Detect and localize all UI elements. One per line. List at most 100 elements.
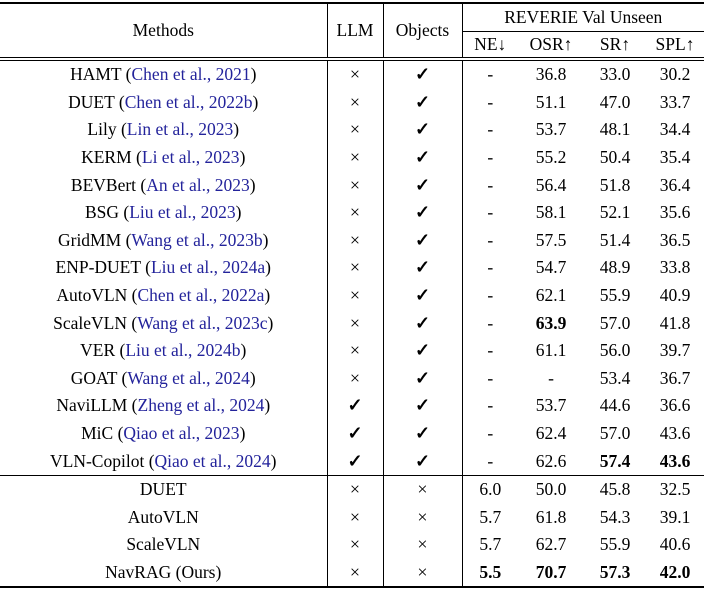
- citation-link[interactable]: Wang et al., 2023c: [137, 312, 268, 333]
- group-header-reverie-val-unseen: REVERIE Val Unseen: [461, 3, 704, 32]
- ne-cell: -: [461, 447, 518, 476]
- ne-cell: -: [461, 419, 518, 448]
- sr-cell: 53.4: [599, 367, 631, 388]
- cross-icon: ×: [326, 309, 383, 337]
- osr-cell: 36.8: [535, 64, 567, 85]
- cross-icon: ×: [382, 531, 462, 559]
- method-name: AutoVLN: [56, 285, 128, 306]
- cross-icon: ×: [382, 503, 462, 532]
- ne-cell: 5.7: [461, 503, 518, 532]
- ne-cell: -: [461, 88, 518, 117]
- sr-cell: 48.1: [599, 119, 631, 140]
- citation-link[interactable]: Liu et al., 2024a: [150, 257, 266, 278]
- citation-link[interactable]: Qiao et al., 2023: [123, 423, 240, 444]
- citation-link[interactable]: Wang et al., 2023b: [131, 229, 263, 250]
- osr-cell: 62.6: [535, 450, 567, 471]
- osr-cell: 53.7: [535, 395, 567, 416]
- check-icon: ✓: [382, 171, 462, 199]
- table-row: KERM (Li et al., 2023) × ✓ - 55.2 50.4 3…: [0, 143, 704, 172]
- check-icon: ✓: [382, 281, 462, 310]
- method-cell: VER (Liu et al., 2024b): [80, 340, 247, 361]
- check-icon: ✓: [382, 336, 462, 365]
- sr-cell: 56.0: [599, 340, 631, 361]
- col-header-llm: LLM: [326, 3, 383, 61]
- citation-link[interactable]: Li et al., 2023: [141, 147, 240, 168]
- sr-cell: 57.3: [599, 561, 631, 582]
- spl-cell: 32.5: [646, 474, 704, 504]
- sr-cell: 55.9: [599, 285, 631, 306]
- sr-cell: 51.4: [599, 229, 631, 250]
- table-row: ScaleVLN (Wang et al., 2023c) × ✓ - 63.9…: [0, 309, 704, 337]
- table-row: ENP-DUET (Liu et al., 2024a) × ✓ - 54.7 …: [0, 254, 704, 282]
- citation-link[interactable]: Zheng et al., 2024: [137, 395, 265, 416]
- cross-icon: ×: [326, 364, 383, 393]
- citation-link[interactable]: Chen et al., 2022a: [137, 285, 265, 306]
- osr-cell: 62.1: [535, 285, 567, 306]
- method-name: NavRAG (Ours): [105, 561, 222, 582]
- sr-cell: 57.0: [599, 423, 631, 444]
- table-row: AutoVLN × × 5.7 61.8 54.3 39.1: [0, 503, 704, 532]
- citation-link[interactable]: Wang et al., 2024: [127, 367, 250, 388]
- spl-cell: 36.7: [659, 367, 691, 388]
- cross-icon: ×: [382, 558, 462, 588]
- table-row: AutoVLN (Chen et al., 2022a) × ✓ - 62.1 …: [0, 281, 704, 310]
- citation-link[interactable]: Lin et al., 2023: [126, 119, 234, 140]
- check-icon: ✓: [382, 59, 462, 89]
- citation-link[interactable]: Qiao et al., 2024: [154, 450, 271, 471]
- table-row: GridMM (Wang et al., 2023b) × ✓ - 57.5 5…: [0, 226, 704, 255]
- method-cell: BEVBert (An et al., 2023): [70, 174, 256, 195]
- ne-cell: -: [461, 309, 518, 337]
- table-row: VER (Liu et al., 2024b) × ✓ - 61.1 56.0 …: [0, 336, 704, 365]
- method-name: GridMM: [57, 229, 122, 250]
- check-icon: ✓: [382, 226, 462, 255]
- osr-cell: 55.2: [535, 147, 567, 168]
- col-header-objects: Objects: [382, 3, 462, 61]
- spl-cell: 33.8: [659, 257, 691, 278]
- table-row: HAMT (Chen et al., 2021) × ✓ - 36.8 33.0…: [0, 59, 704, 89]
- citation-link[interactable]: Chen et al., 2021: [131, 64, 251, 85]
- ne-cell: -: [461, 59, 518, 89]
- osr-cell: 58.1: [535, 202, 567, 223]
- method-cell: GridMM (Wang et al., 2023b): [57, 229, 269, 250]
- spl-cell: 30.2: [659, 64, 691, 85]
- check-icon: ✓: [382, 254, 462, 282]
- citation-link[interactable]: Chen et al., 2022b: [124, 91, 253, 112]
- col-header-sr: SR↑: [584, 31, 646, 61]
- method-cell: GOAT (Wang et al., 2024): [70, 367, 256, 388]
- cross-icon: ×: [326, 116, 383, 144]
- citation-link[interactable]: Liu et al., 2024b: [125, 340, 241, 361]
- check-icon: ✓: [382, 198, 462, 227]
- spl-cell: 36.6: [659, 395, 691, 416]
- osr-cell: 51.1: [535, 91, 567, 112]
- ne-cell: -: [461, 226, 518, 255]
- sr-cell: 48.9: [599, 257, 631, 278]
- table-row: DUET (Chen et al., 2022b) × ✓ - 51.1 47.…: [0, 88, 704, 117]
- method-cell: ScaleVLN: [0, 531, 327, 559]
- method-cell: ENP-DUET (Liu et al., 2024a): [55, 257, 271, 278]
- col-header-ne: NE↓: [461, 31, 518, 61]
- osr-cell: 63.9: [535, 312, 567, 333]
- spl-cell: 43.6: [659, 450, 691, 471]
- citation-link[interactable]: An et al., 2023: [146, 174, 250, 195]
- cross-icon: ×: [326, 474, 383, 504]
- check-icon: ✓: [326, 447, 383, 476]
- sr-cell: 51.8: [599, 174, 631, 195]
- check-icon: ✓: [382, 447, 462, 476]
- cross-icon: ×: [326, 558, 383, 588]
- method-cell: DUET (Chen et al., 2022b): [68, 91, 259, 112]
- method-cell: Lily (Lin et al., 2023): [87, 119, 240, 140]
- check-icon: ✓: [382, 143, 462, 172]
- table-row: NavRAG (Ours) × × 5.5 70.7 57.3 42.0: [0, 558, 704, 588]
- sr-cell: 55.9: [599, 534, 631, 555]
- spl-cell: 36.4: [659, 174, 691, 195]
- table-row: NaviLLM (Zheng et al., 2024) ✓ ✓ - 53.7 …: [0, 392, 704, 420]
- col-header-spl: SPL↑: [646, 31, 704, 61]
- sr-cell: 52.1: [599, 202, 631, 223]
- osr-cell: 62.7: [535, 534, 567, 555]
- cross-icon: ×: [326, 88, 383, 117]
- citation-link[interactable]: Liu et al., 2023: [129, 202, 236, 223]
- spl-cell: 40.9: [659, 285, 691, 306]
- method-name: GOAT: [70, 367, 118, 388]
- spl-cell: 39.7: [659, 340, 691, 361]
